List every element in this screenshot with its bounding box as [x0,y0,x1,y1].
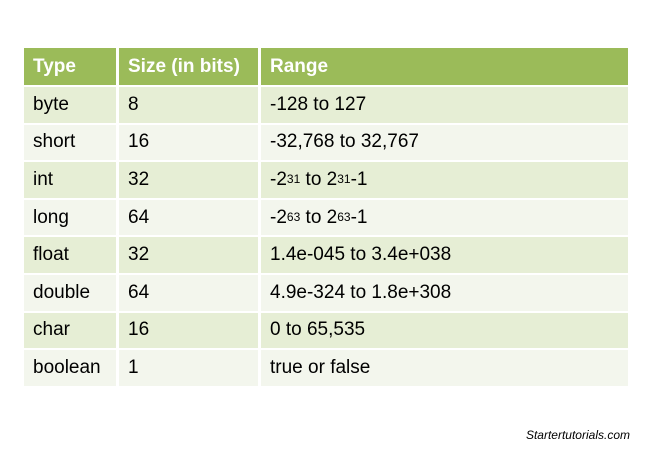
type-cell: boolean [24,350,116,386]
table-row: int 32 -2 31 to 2 31 -1 [24,162,628,198]
range-cell: -2 31 to 2 31 -1 [261,162,628,198]
header-size: Size (in bits) [119,48,258,85]
table-row: boolean 1 true or false [24,350,628,386]
range-exponent: 63 [337,209,351,224]
range-cell: true or false [261,350,628,386]
table-row: long 64 -2 63 to 2 63 -1 [24,199,628,236]
size-cell: 16 [119,312,258,349]
range-tail: -1 [350,206,368,228]
range-base: -2 [270,206,287,228]
type-cell: long [24,199,116,236]
table-row: byte 8 -128 to 127 [24,87,628,123]
table-row: double 64 4.9e-324 to 1.8e+308 [24,274,628,311]
range-tail: -1 [350,168,368,190]
table-row: short 16 -32,768 to 32,767 [24,124,628,161]
size-cell: 1 [119,350,258,386]
table-row: float 32 1.4e-045 to 3.4e+038 [24,237,628,273]
range-exponent: 31 [337,171,351,186]
range-cell: 1.4e-045 to 3.4e+038 [261,237,628,273]
range-exponent: 31 [286,171,301,186]
type-cell: short [24,124,116,161]
range-middle: to 2 [300,168,338,190]
range-cell: -128 to 127 [261,87,628,123]
range-exponent: 63 [286,209,301,224]
range-cell: -2 63 to 2 63 -1 [261,199,628,236]
type-cell: int [24,162,116,198]
site-credit: Startertutorials.com [525,428,630,442]
data-types-table: Type Size (in bits) Range byte 8 -128 to… [24,48,628,386]
type-cell: double [24,274,116,311]
size-cell: 32 [119,162,258,198]
size-cell: 16 [119,124,258,161]
range-cell: 0 to 65,535 [261,312,628,349]
size-cell: 32 [119,237,258,273]
size-cell: 64 [119,199,258,236]
header-type: Type [24,48,116,85]
range-cell: -32,768 to 32,767 [261,124,628,161]
type-cell: char [24,312,116,349]
table-header-row: Type Size (in bits) Range [24,48,628,85]
table-row: char 16 0 to 65,535 [24,312,628,349]
type-cell: float [24,237,116,273]
header-range: Range [261,48,628,85]
type-cell: byte [24,87,116,123]
size-cell: 64 [119,274,258,311]
range-cell: 4.9e-324 to 1.8e+308 [261,274,628,311]
range-middle: to 2 [300,206,338,228]
range-base: -2 [270,168,287,190]
size-cell: 8 [119,87,258,123]
